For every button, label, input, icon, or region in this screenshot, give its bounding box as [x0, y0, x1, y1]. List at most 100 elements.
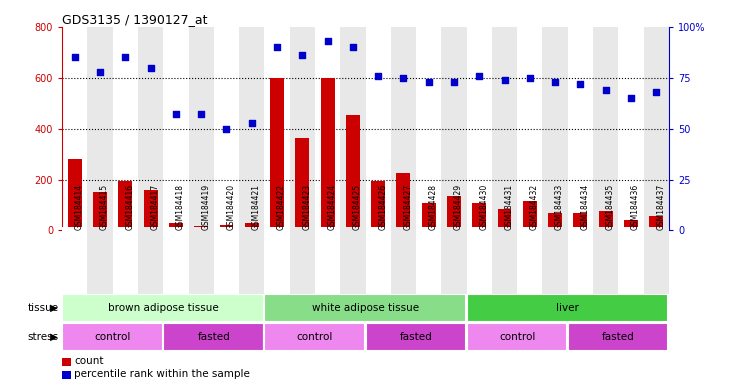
Bar: [346, 115, 360, 230]
Bar: [315, 227, 340, 294]
Text: GSM184420: GSM184420: [227, 184, 235, 230]
Bar: [163, 27, 189, 230]
Bar: [391, 27, 416, 230]
Point: [549, 79, 561, 85]
Bar: [624, 220, 638, 230]
Bar: [498, 209, 512, 230]
Text: fasted: fasted: [197, 332, 230, 342]
Point: [398, 74, 409, 81]
Bar: [265, 323, 365, 351]
Point: [575, 81, 586, 87]
Bar: [366, 323, 466, 351]
Bar: [340, 227, 366, 294]
Text: GSM184437: GSM184437: [656, 184, 665, 230]
Bar: [568, 323, 668, 351]
Text: percentile rank within the sample: percentile rank within the sample: [75, 369, 250, 379]
Point: [499, 77, 510, 83]
Text: GSM184425: GSM184425: [353, 184, 362, 230]
Text: GSM184426: GSM184426: [378, 184, 387, 230]
Bar: [466, 227, 492, 294]
Text: GSM184418: GSM184418: [176, 184, 185, 230]
Text: GSM184430: GSM184430: [480, 184, 488, 230]
Bar: [213, 27, 239, 230]
Bar: [289, 227, 315, 294]
Text: GSM184417: GSM184417: [151, 184, 159, 230]
Bar: [492, 27, 517, 230]
Text: GSM184416: GSM184416: [125, 184, 135, 230]
Bar: [315, 27, 340, 230]
Text: GSM184436: GSM184436: [631, 184, 640, 230]
Point: [221, 126, 232, 132]
Text: liver: liver: [556, 303, 579, 313]
Bar: [88, 227, 113, 294]
Bar: [265, 295, 466, 322]
Bar: [542, 27, 568, 230]
Bar: [643, 227, 669, 294]
Bar: [492, 227, 518, 294]
Bar: [466, 295, 668, 322]
Bar: [618, 27, 643, 230]
Bar: [472, 203, 486, 230]
Bar: [517, 27, 542, 230]
Text: GSM184428: GSM184428: [428, 184, 438, 230]
Text: stress: stress: [27, 332, 58, 342]
Text: GSM184431: GSM184431: [504, 184, 514, 230]
Text: GSM184429: GSM184429: [454, 184, 463, 230]
Bar: [573, 213, 587, 230]
Bar: [466, 323, 567, 351]
Bar: [593, 227, 618, 294]
Bar: [169, 223, 183, 230]
Bar: [194, 226, 208, 230]
Bar: [62, 358, 71, 366]
Bar: [245, 223, 259, 230]
Point: [145, 65, 156, 71]
Bar: [340, 27, 366, 230]
Text: GSM184423: GSM184423: [303, 184, 311, 230]
Bar: [593, 27, 618, 230]
Bar: [213, 227, 239, 294]
Text: GSM184424: GSM184424: [327, 184, 336, 230]
Point: [170, 111, 182, 118]
Point: [474, 73, 485, 79]
Bar: [548, 213, 562, 230]
Bar: [189, 27, 213, 230]
Bar: [219, 225, 233, 230]
Text: GDS3135 / 1390127_at: GDS3135 / 1390127_at: [62, 13, 208, 26]
Text: ▶: ▶: [47, 303, 58, 313]
Text: GSM184433: GSM184433: [555, 184, 564, 230]
Bar: [568, 27, 593, 230]
Text: count: count: [75, 356, 104, 366]
Text: control: control: [297, 332, 333, 342]
Text: GSM184422: GSM184422: [277, 184, 286, 230]
Point: [119, 55, 131, 61]
Bar: [599, 211, 613, 230]
Bar: [239, 27, 265, 230]
Bar: [62, 27, 88, 230]
Bar: [416, 227, 442, 294]
Bar: [396, 173, 410, 230]
Bar: [447, 196, 461, 230]
Text: GSM184421: GSM184421: [251, 184, 261, 230]
Bar: [518, 227, 542, 294]
Bar: [144, 190, 158, 230]
Bar: [113, 27, 138, 230]
Bar: [62, 295, 264, 322]
Bar: [88, 27, 113, 230]
Bar: [295, 137, 309, 230]
Point: [372, 73, 384, 79]
Bar: [442, 227, 466, 294]
Point: [297, 52, 308, 58]
Bar: [321, 78, 335, 230]
Text: GSM184427: GSM184427: [404, 184, 412, 230]
Text: GSM184432: GSM184432: [530, 184, 539, 230]
Text: GSM184435: GSM184435: [606, 184, 615, 230]
Bar: [466, 27, 492, 230]
Bar: [265, 227, 289, 294]
Bar: [118, 181, 132, 230]
Bar: [163, 323, 264, 351]
Bar: [618, 227, 643, 294]
Bar: [542, 227, 568, 294]
Bar: [113, 227, 138, 294]
Point: [524, 74, 536, 81]
Text: control: control: [499, 332, 535, 342]
